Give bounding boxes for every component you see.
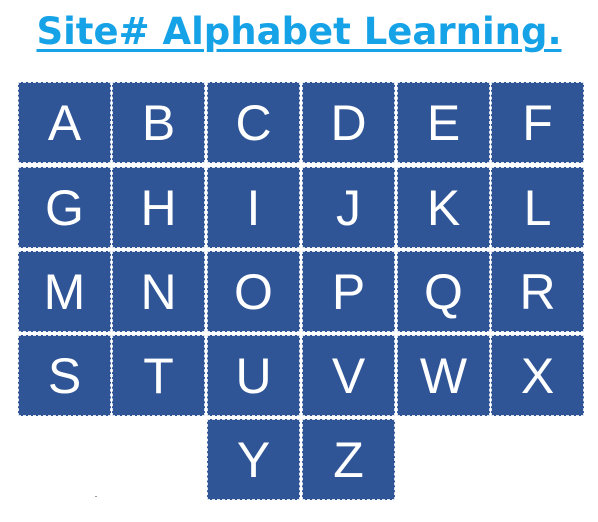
page-title[interactable]: Site# Alphabet Learning. [36,10,562,53]
letter-tile-l[interactable]: L [491,167,584,248]
letter-tile-z[interactable]: Z [302,419,395,500]
letter-tile-g[interactable]: G [18,167,111,248]
letter-tile-o[interactable]: O [207,251,300,332]
letter-tile-v[interactable]: V [302,335,395,416]
letter-tile-p[interactable]: P [302,251,395,332]
letter-tile-d[interactable]: D [302,82,395,163]
letter-tile-e[interactable]: E [397,82,490,163]
letter-tile-b[interactable]: B [112,82,205,163]
letter-tile-f[interactable]: F [491,82,584,163]
letter-tile-h[interactable]: H [112,167,205,248]
letter-tile-a[interactable]: A [18,82,111,163]
letter-tile-u[interactable]: U [207,335,300,416]
letter-tile-y[interactable]: Y [207,419,300,500]
letter-tile-t[interactable]: T [112,335,205,416]
letter-tile-i[interactable]: I [207,167,300,248]
letter-tile-r[interactable]: R [491,251,584,332]
letter-tile-w[interactable]: W [397,335,490,416]
letter-tile-k[interactable]: K [397,167,490,248]
stray-dot [95,496,97,497]
letter-tile-m[interactable]: M [18,251,111,332]
letter-tile-q[interactable]: Q [397,251,490,332]
letter-tile-c[interactable]: C [207,82,300,163]
letter-tile-j[interactable]: J [302,167,395,248]
letter-tile-x[interactable]: X [491,335,584,416]
letter-tile-n[interactable]: N [112,251,205,332]
letter-tile-s[interactable]: S [18,335,111,416]
